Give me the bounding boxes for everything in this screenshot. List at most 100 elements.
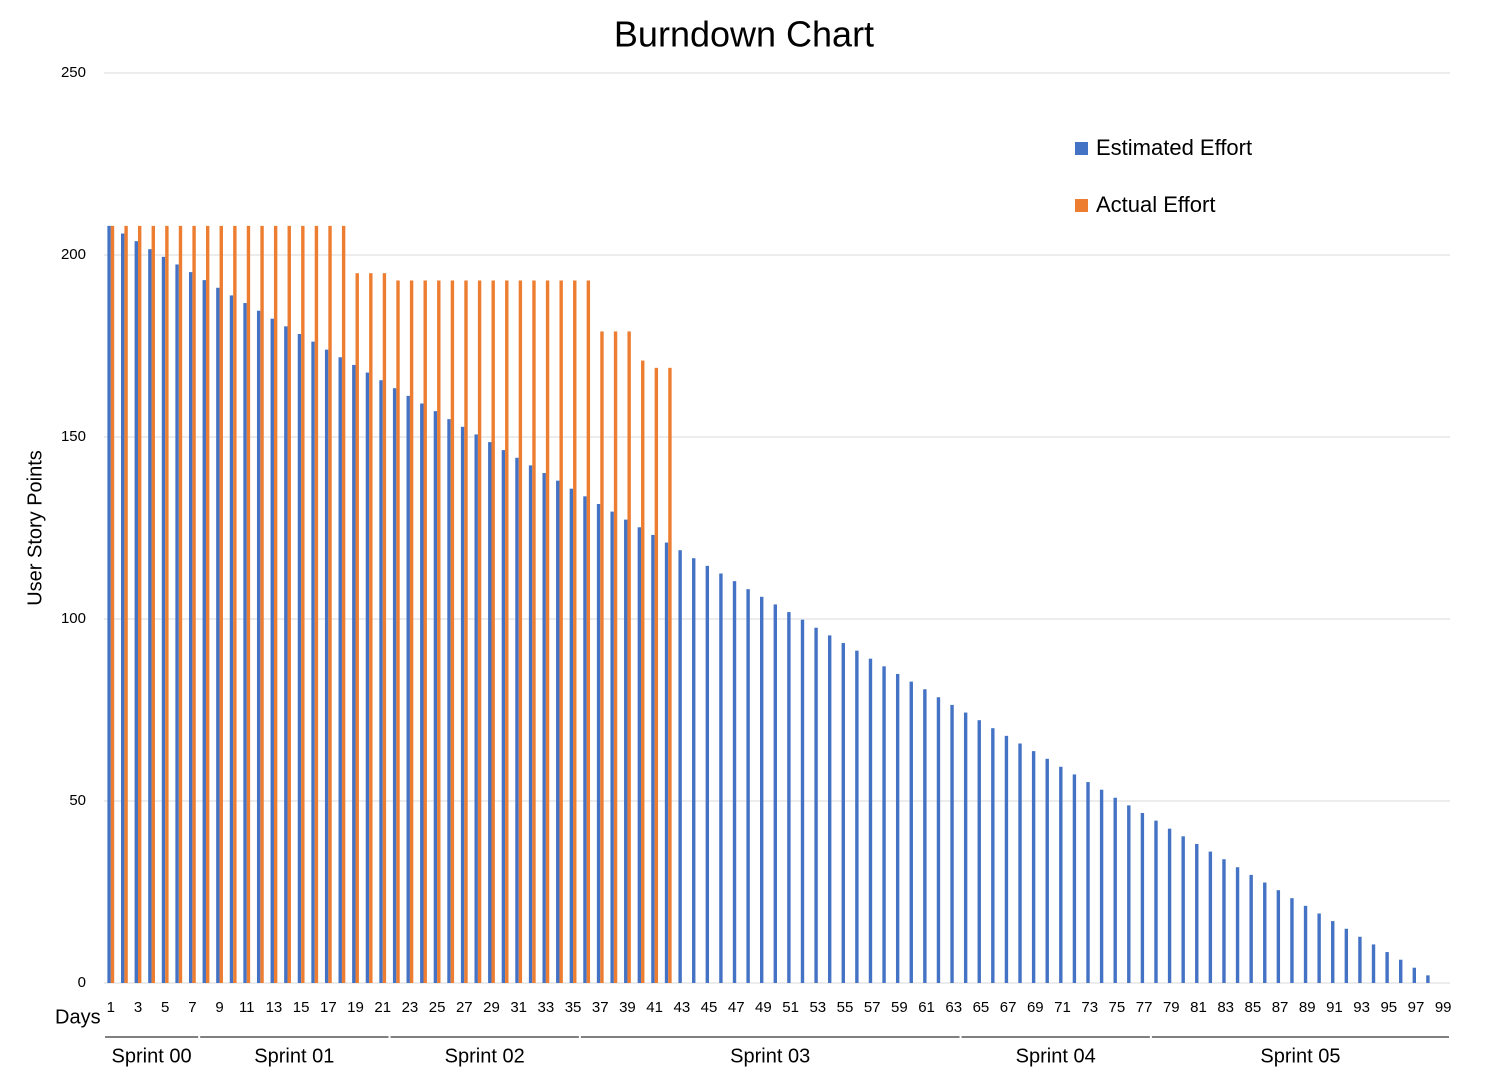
bar xyxy=(882,666,886,983)
bar xyxy=(491,280,495,984)
group-label: Sprint 05 xyxy=(1260,1045,1340,1067)
bar xyxy=(1059,766,1063,983)
bar xyxy=(1127,805,1131,983)
x-tick-label: 81 xyxy=(1190,999,1207,1016)
bar xyxy=(148,249,152,983)
bar xyxy=(433,411,438,983)
bar xyxy=(488,442,492,983)
bar xyxy=(365,372,370,983)
bar xyxy=(532,280,536,984)
bar xyxy=(1399,959,1403,983)
bar xyxy=(1181,836,1185,983)
x-tick-label: 77 xyxy=(1136,999,1153,1016)
bar xyxy=(161,256,166,983)
x-tick-label: 31 xyxy=(510,999,527,1016)
bar xyxy=(311,341,315,984)
bar xyxy=(437,280,441,984)
bar xyxy=(719,573,723,983)
bar xyxy=(610,511,614,983)
bar xyxy=(746,589,750,983)
bar xyxy=(379,380,383,983)
x-tick-label: 99 xyxy=(1435,999,1452,1016)
bar xyxy=(651,534,655,983)
legend-label: Actual Effort xyxy=(1096,192,1215,217)
bar xyxy=(515,457,519,983)
bar xyxy=(270,318,274,983)
x-tick-label: 1 xyxy=(107,999,115,1016)
bar xyxy=(1195,843,1199,983)
bar xyxy=(474,434,478,983)
bar xyxy=(1140,813,1145,983)
bar xyxy=(1235,867,1240,983)
bar xyxy=(732,581,737,983)
bar xyxy=(219,225,223,983)
x-tick-label: 53 xyxy=(809,999,826,1016)
bar xyxy=(216,287,220,983)
bar xyxy=(528,465,533,984)
y-axis-label: User Story Points xyxy=(24,450,46,606)
legend-label: Estimated Effort xyxy=(1096,135,1252,160)
bar xyxy=(1344,928,1349,983)
bar xyxy=(229,295,234,983)
bar xyxy=(501,450,506,983)
x-tick-label: 51 xyxy=(782,999,799,1016)
bar xyxy=(923,689,927,983)
bar xyxy=(243,303,247,984)
bar xyxy=(151,225,155,983)
y-tick-label: 100 xyxy=(61,610,86,627)
x-tick-label: 65 xyxy=(973,999,990,1016)
bar xyxy=(382,273,387,983)
bar xyxy=(855,650,859,983)
x-tick-label: 9 xyxy=(215,999,223,1016)
bar xyxy=(1412,967,1417,983)
x-tick-label: 43 xyxy=(673,999,690,1016)
x-tick-label: 55 xyxy=(837,999,854,1016)
x-tick-label: 71 xyxy=(1054,999,1071,1016)
bar xyxy=(963,712,968,983)
bar xyxy=(1167,828,1172,983)
x-tick-label: 75 xyxy=(1109,999,1126,1016)
y-tick-label: 200 xyxy=(61,246,86,263)
bar xyxy=(895,673,900,983)
bar xyxy=(460,426,465,984)
bar xyxy=(586,280,591,984)
bar xyxy=(977,720,981,983)
bar xyxy=(120,233,125,984)
bar xyxy=(341,225,346,983)
bar xyxy=(664,542,669,983)
bar xyxy=(1018,743,1022,983)
bar xyxy=(1154,820,1158,983)
x-tick-label: 47 xyxy=(728,999,745,1016)
bar xyxy=(641,360,645,983)
x-tick-label: 45 xyxy=(701,999,718,1016)
bar xyxy=(569,488,574,983)
x-tick-label: 5 xyxy=(161,999,169,1016)
bar xyxy=(409,280,414,984)
bar xyxy=(760,596,764,983)
bar xyxy=(256,310,261,983)
x-tick-label: 39 xyxy=(619,999,636,1016)
bar xyxy=(692,558,696,983)
x-tick-label: 19 xyxy=(347,999,364,1016)
group-label: Sprint 02 xyxy=(445,1045,525,1067)
bar xyxy=(314,225,319,983)
group-label: Sprint 04 xyxy=(1016,1045,1096,1067)
bar xyxy=(1113,797,1117,983)
bar xyxy=(1276,890,1281,983)
bar xyxy=(352,364,356,984)
bar xyxy=(1086,782,1090,983)
legend-swatch xyxy=(1075,142,1088,155)
x-tick-label: 91 xyxy=(1326,999,1343,1016)
x-tick-label: 89 xyxy=(1299,999,1316,1016)
bar xyxy=(338,357,342,983)
x-tick-label: 13 xyxy=(266,999,283,1016)
x-tick-label: 3 xyxy=(134,999,142,1016)
group-label: Sprint 01 xyxy=(254,1045,334,1067)
x-tick-label: 21 xyxy=(374,999,391,1016)
bar xyxy=(505,280,509,984)
x-tick-label: 15 xyxy=(293,999,310,1016)
bar xyxy=(545,280,550,984)
bar xyxy=(188,272,193,983)
bar xyxy=(301,225,305,983)
